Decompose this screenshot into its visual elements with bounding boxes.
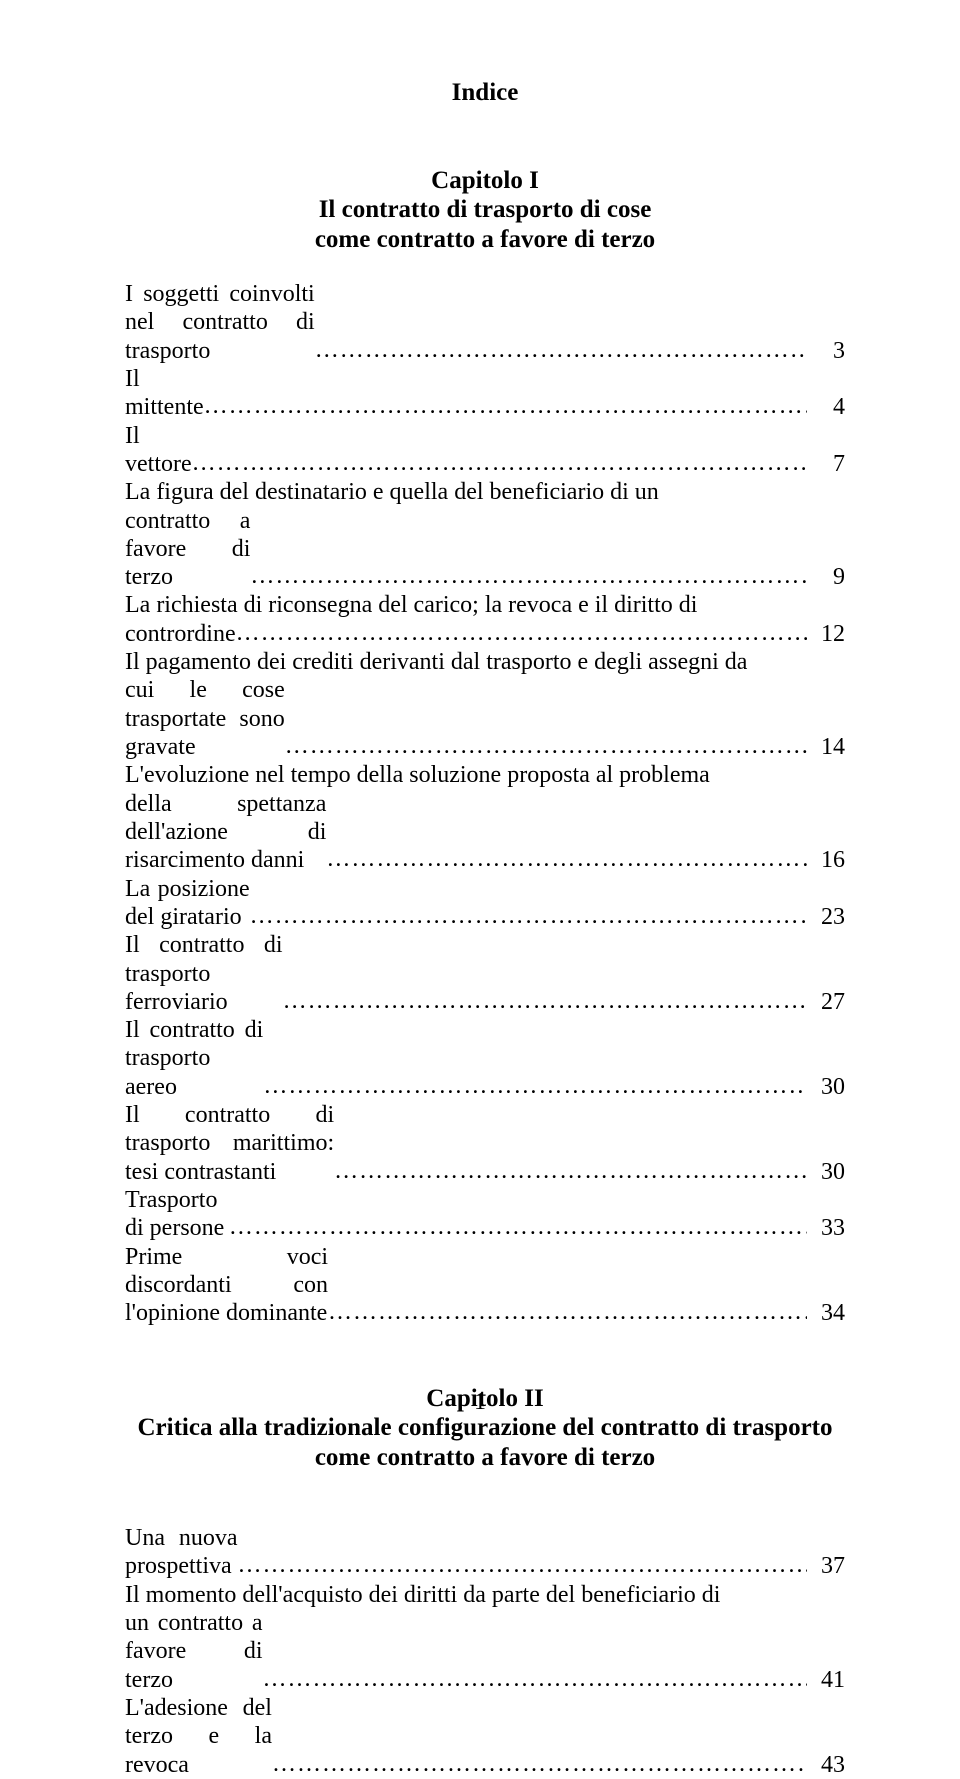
- chapter1-heading: Capitolo I Il contratto di trasporto di …: [125, 166, 845, 255]
- toc-entry: un contratto a favore di terzo …………………………: [125, 1609, 845, 1694]
- chapter1-line2: Il contratto di trasporto di cose: [125, 195, 845, 225]
- toc-entry: La posizione del giratario ……………………………………: [125, 875, 845, 932]
- toc-entry-page: 43: [807, 1751, 845, 1779]
- toc-entry-page: 4: [807, 393, 845, 421]
- toc-entry-text: un contratto a favore di terzo: [125, 1609, 263, 1694]
- toc-entry-text: Il vettore: [125, 422, 192, 479]
- toc-entry-text: contratto a favore di terzo: [125, 507, 250, 592]
- toc-entry-page: 41: [807, 1666, 845, 1694]
- chapter2-line2: Critica alla tradizionale configurazione…: [125, 1413, 845, 1443]
- toc-entry-text: cui le cose trasportate sono gravate: [125, 676, 285, 761]
- toc-entry: Trasporto di persone ……………………………………………………: [125, 1186, 845, 1243]
- toc-leader-dots: ……………………………………………………………………………………………………………: [328, 1298, 807, 1326]
- chapter1-toc: I soggetti coinvolti nel contratto di tr…: [125, 280, 845, 1328]
- toc-leader-dots: ……………………………………………………………………………………………………………: [283, 987, 807, 1015]
- toc-leader-dots: ……………………………………………………………………………………………………………: [204, 392, 807, 420]
- toc-entry: Il contratto di trasporto ferroviario ………: [125, 931, 845, 1016]
- toc-entry-line: Il pagamento dei crediti derivanti dal t…: [125, 648, 807, 676]
- toc-entry-page: 9: [807, 563, 845, 591]
- toc-entry-page: 30: [807, 1073, 845, 1101]
- toc-entry: Il contratto di trasporto marittimo: tes…: [125, 1101, 845, 1186]
- toc-entry-text: Prime voci discordanti con l'opinione do…: [125, 1243, 328, 1328]
- toc-entry-page: 30: [807, 1158, 845, 1186]
- toc-leader-dots: ……………………………………………………………………………………………………………: [285, 732, 807, 760]
- toc-leader-dots: ……………………………………………………………………………………………………………: [192, 449, 807, 477]
- chapter2-line3: come contratto a favore di terzo: [125, 1443, 845, 1473]
- toc-entry: contrordine ……………………………………………………………………………: [125, 620, 845, 648]
- toc-leader-dots: ……………………………………………………………………………………………………………: [315, 336, 807, 364]
- toc-leader-dots: ……………………………………………………………………………………………………………: [272, 1750, 807, 1778]
- toc-entry-page: 23: [807, 903, 845, 931]
- toc-entry-text: Una nuova prospettiva: [125, 1524, 238, 1581]
- toc-entry-text: Il contratto di trasporto ferroviario: [125, 931, 283, 1016]
- toc-entry: Il vettore ………………………………………………………………………………: [125, 422, 845, 479]
- toc-entry-line: La richiesta di riconsegna del carico; l…: [125, 591, 807, 619]
- toc-entry-line: La figura del destinatario e quella del …: [125, 478, 807, 506]
- toc-entry: cui le cose trasportate sono gravate …………: [125, 676, 845, 761]
- toc-entry-text: Trasporto di persone: [125, 1186, 229, 1243]
- chapter2-toc: Una nuova prospettiva …………………………………………………: [125, 1524, 845, 1779]
- toc-leader-dots: ……………………………………………………………………………………………………………: [250, 902, 807, 930]
- toc-entry-page: 33: [807, 1214, 845, 1242]
- toc-entry: Il mittente ……………………………………………………………………………: [125, 365, 845, 422]
- page-number: 1: [0, 1388, 960, 1416]
- toc-leader-dots: ……………………………………………………………………………………………………………: [236, 619, 807, 647]
- toc-entry-page: 16: [807, 846, 845, 874]
- toc-entry-line: Il momento dell'acquisto dei diritti da …: [125, 1581, 807, 1609]
- chapter1-line3: come contratto a favore di terzo: [125, 225, 845, 255]
- toc-entry-page: 7: [807, 450, 845, 478]
- toc-entry: della spettanza dell'azione di risarcime…: [125, 790, 845, 875]
- toc-leader-dots: ……………………………………………………………………………………………………………: [250, 562, 807, 590]
- toc-entry-text: La posizione del giratario: [125, 875, 250, 932]
- toc-entry-text: contrordine: [125, 620, 236, 648]
- toc-entry-text: L'adesione del terzo e la revoca: [125, 1694, 272, 1779]
- toc-entry: Prime voci discordanti con l'opinione do…: [125, 1243, 845, 1328]
- toc-entry-page: 3: [807, 337, 845, 365]
- toc-entry: contratto a favore di terzo …………………………………: [125, 507, 845, 592]
- toc-entry-page: 34: [807, 1299, 845, 1327]
- toc-entry: Una nuova prospettiva …………………………………………………: [125, 1524, 845, 1581]
- toc-leader-dots: ……………………………………………………………………………………………………………: [263, 1072, 807, 1100]
- toc-entry: Il contratto di trasporto aereo ………………………: [125, 1016, 845, 1101]
- toc-entry-page: 12: [807, 620, 845, 648]
- toc-entry-page: 27: [807, 988, 845, 1016]
- toc-entry-text: Il contratto di trasporto aereo: [125, 1016, 263, 1101]
- toc-entry-page: 37: [807, 1552, 845, 1580]
- toc-leader-dots: ……………………………………………………………………………………………………………: [263, 1665, 807, 1693]
- toc-entry-text: I soggetti coinvolti nel contratto di tr…: [125, 280, 315, 365]
- toc-entry: I soggetti coinvolti nel contratto di tr…: [125, 280, 845, 365]
- page-title: Indice: [125, 78, 845, 108]
- toc-leader-dots: ……………………………………………………………………………………………………………: [238, 1551, 808, 1579]
- toc-entry-line: L'evoluzione nel tempo della soluzione p…: [125, 761, 807, 789]
- toc-entry-text: Il mittente: [125, 365, 204, 422]
- chapter1-line1: Capitolo I: [125, 166, 845, 196]
- toc-entry-page: 14: [807, 733, 845, 761]
- toc-entry: L'adesione del terzo e la revoca ……………………: [125, 1694, 845, 1779]
- toc-leader-dots: ……………………………………………………………………………………………………………: [229, 1213, 807, 1241]
- toc-leader-dots: ……………………………………………………………………………………………………………: [334, 1157, 807, 1185]
- toc-entry-text: della spettanza dell'azione di risarcime…: [125, 790, 326, 875]
- toc-entry-text: Il contratto di trasporto marittimo: tes…: [125, 1101, 334, 1186]
- toc-leader-dots: ……………………………………………………………………………………………………………: [326, 845, 807, 873]
